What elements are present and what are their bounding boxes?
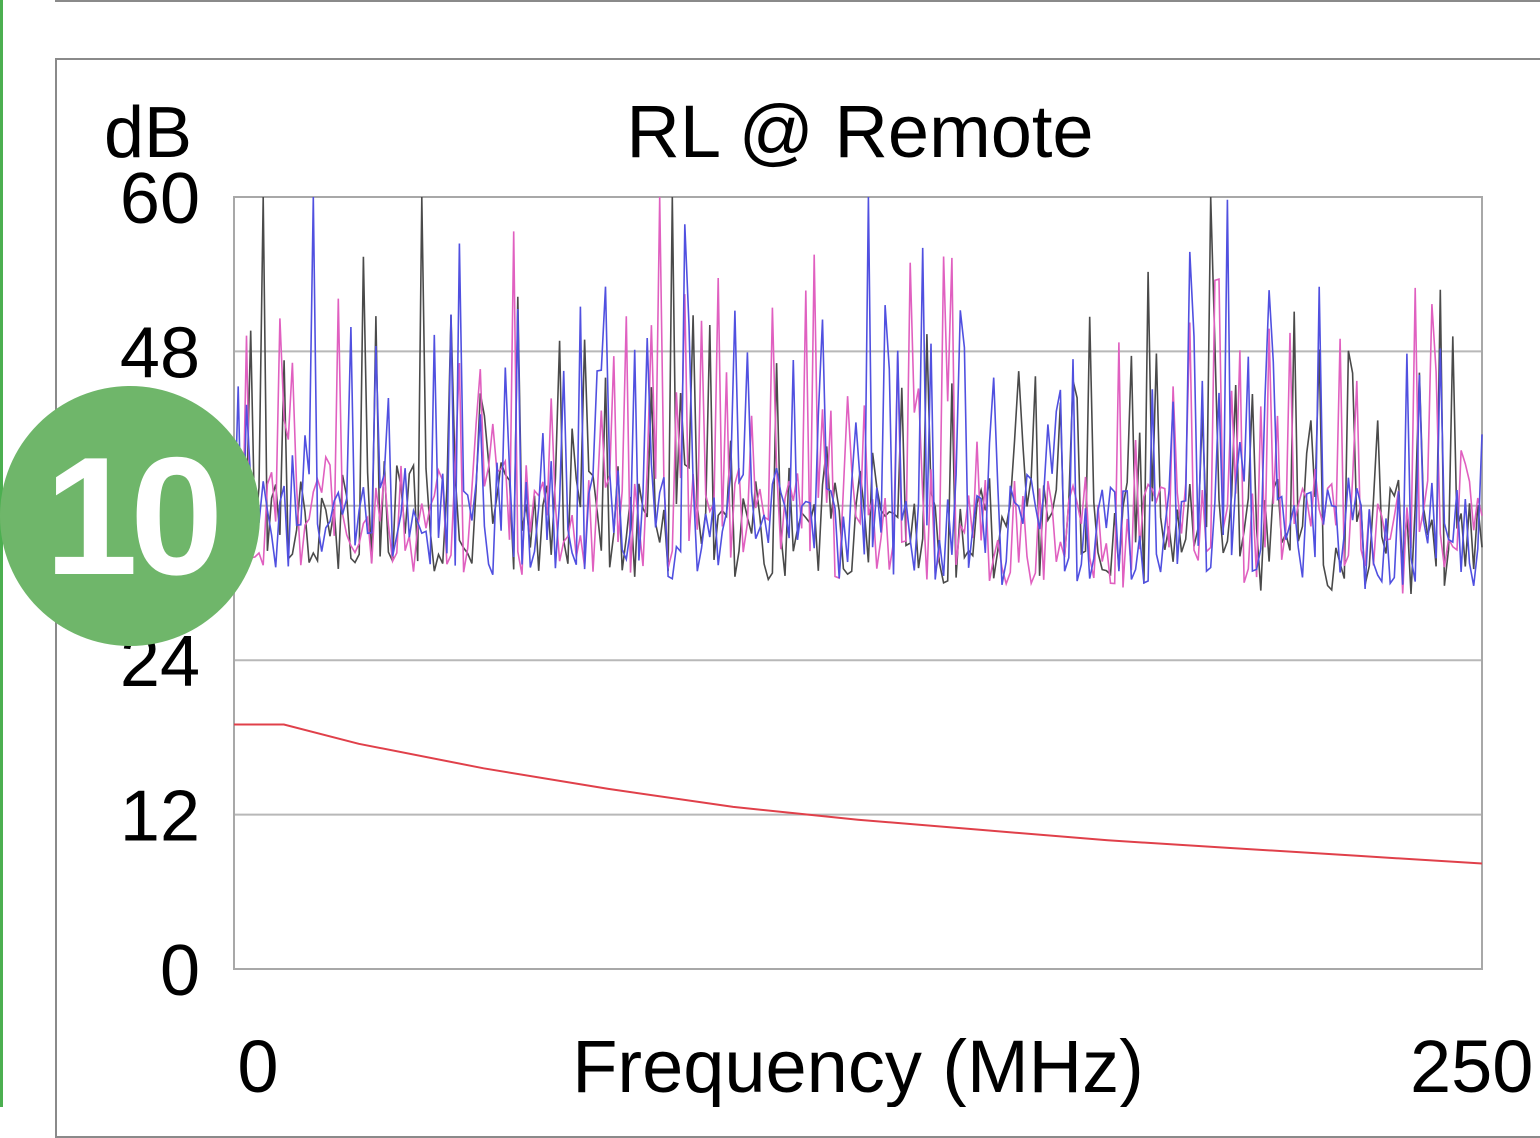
step-number-badge: 10 [0,386,260,646]
rl-chart: RL @ Remote dB Frequency (MHz) 0 250 0 12… [104,90,1534,1107]
y-tick-label: 60 [120,159,200,239]
y-tick-label: 12 [120,777,200,857]
y-tick-label: 0 [160,931,200,1011]
x-tick-label-start: 0 [237,1025,278,1107]
x-tick-label-end: 250 [1410,1025,1533,1107]
y-tick-label: 48 [120,313,200,393]
top-panel-edge [55,0,1540,2]
limit-line [234,723,1483,865]
left-accent-rule [0,0,3,1107]
x-axis-label: Frequency (MHz) [572,1025,1144,1107]
grid-lines [234,350,1482,816]
y-axis-label: dB [104,93,192,173]
rl-trace-3 [233,196,1483,589]
chart-title: RL @ Remote [626,90,1093,173]
series-layer [233,196,1483,865]
rl-trace-1 [233,196,1483,595]
